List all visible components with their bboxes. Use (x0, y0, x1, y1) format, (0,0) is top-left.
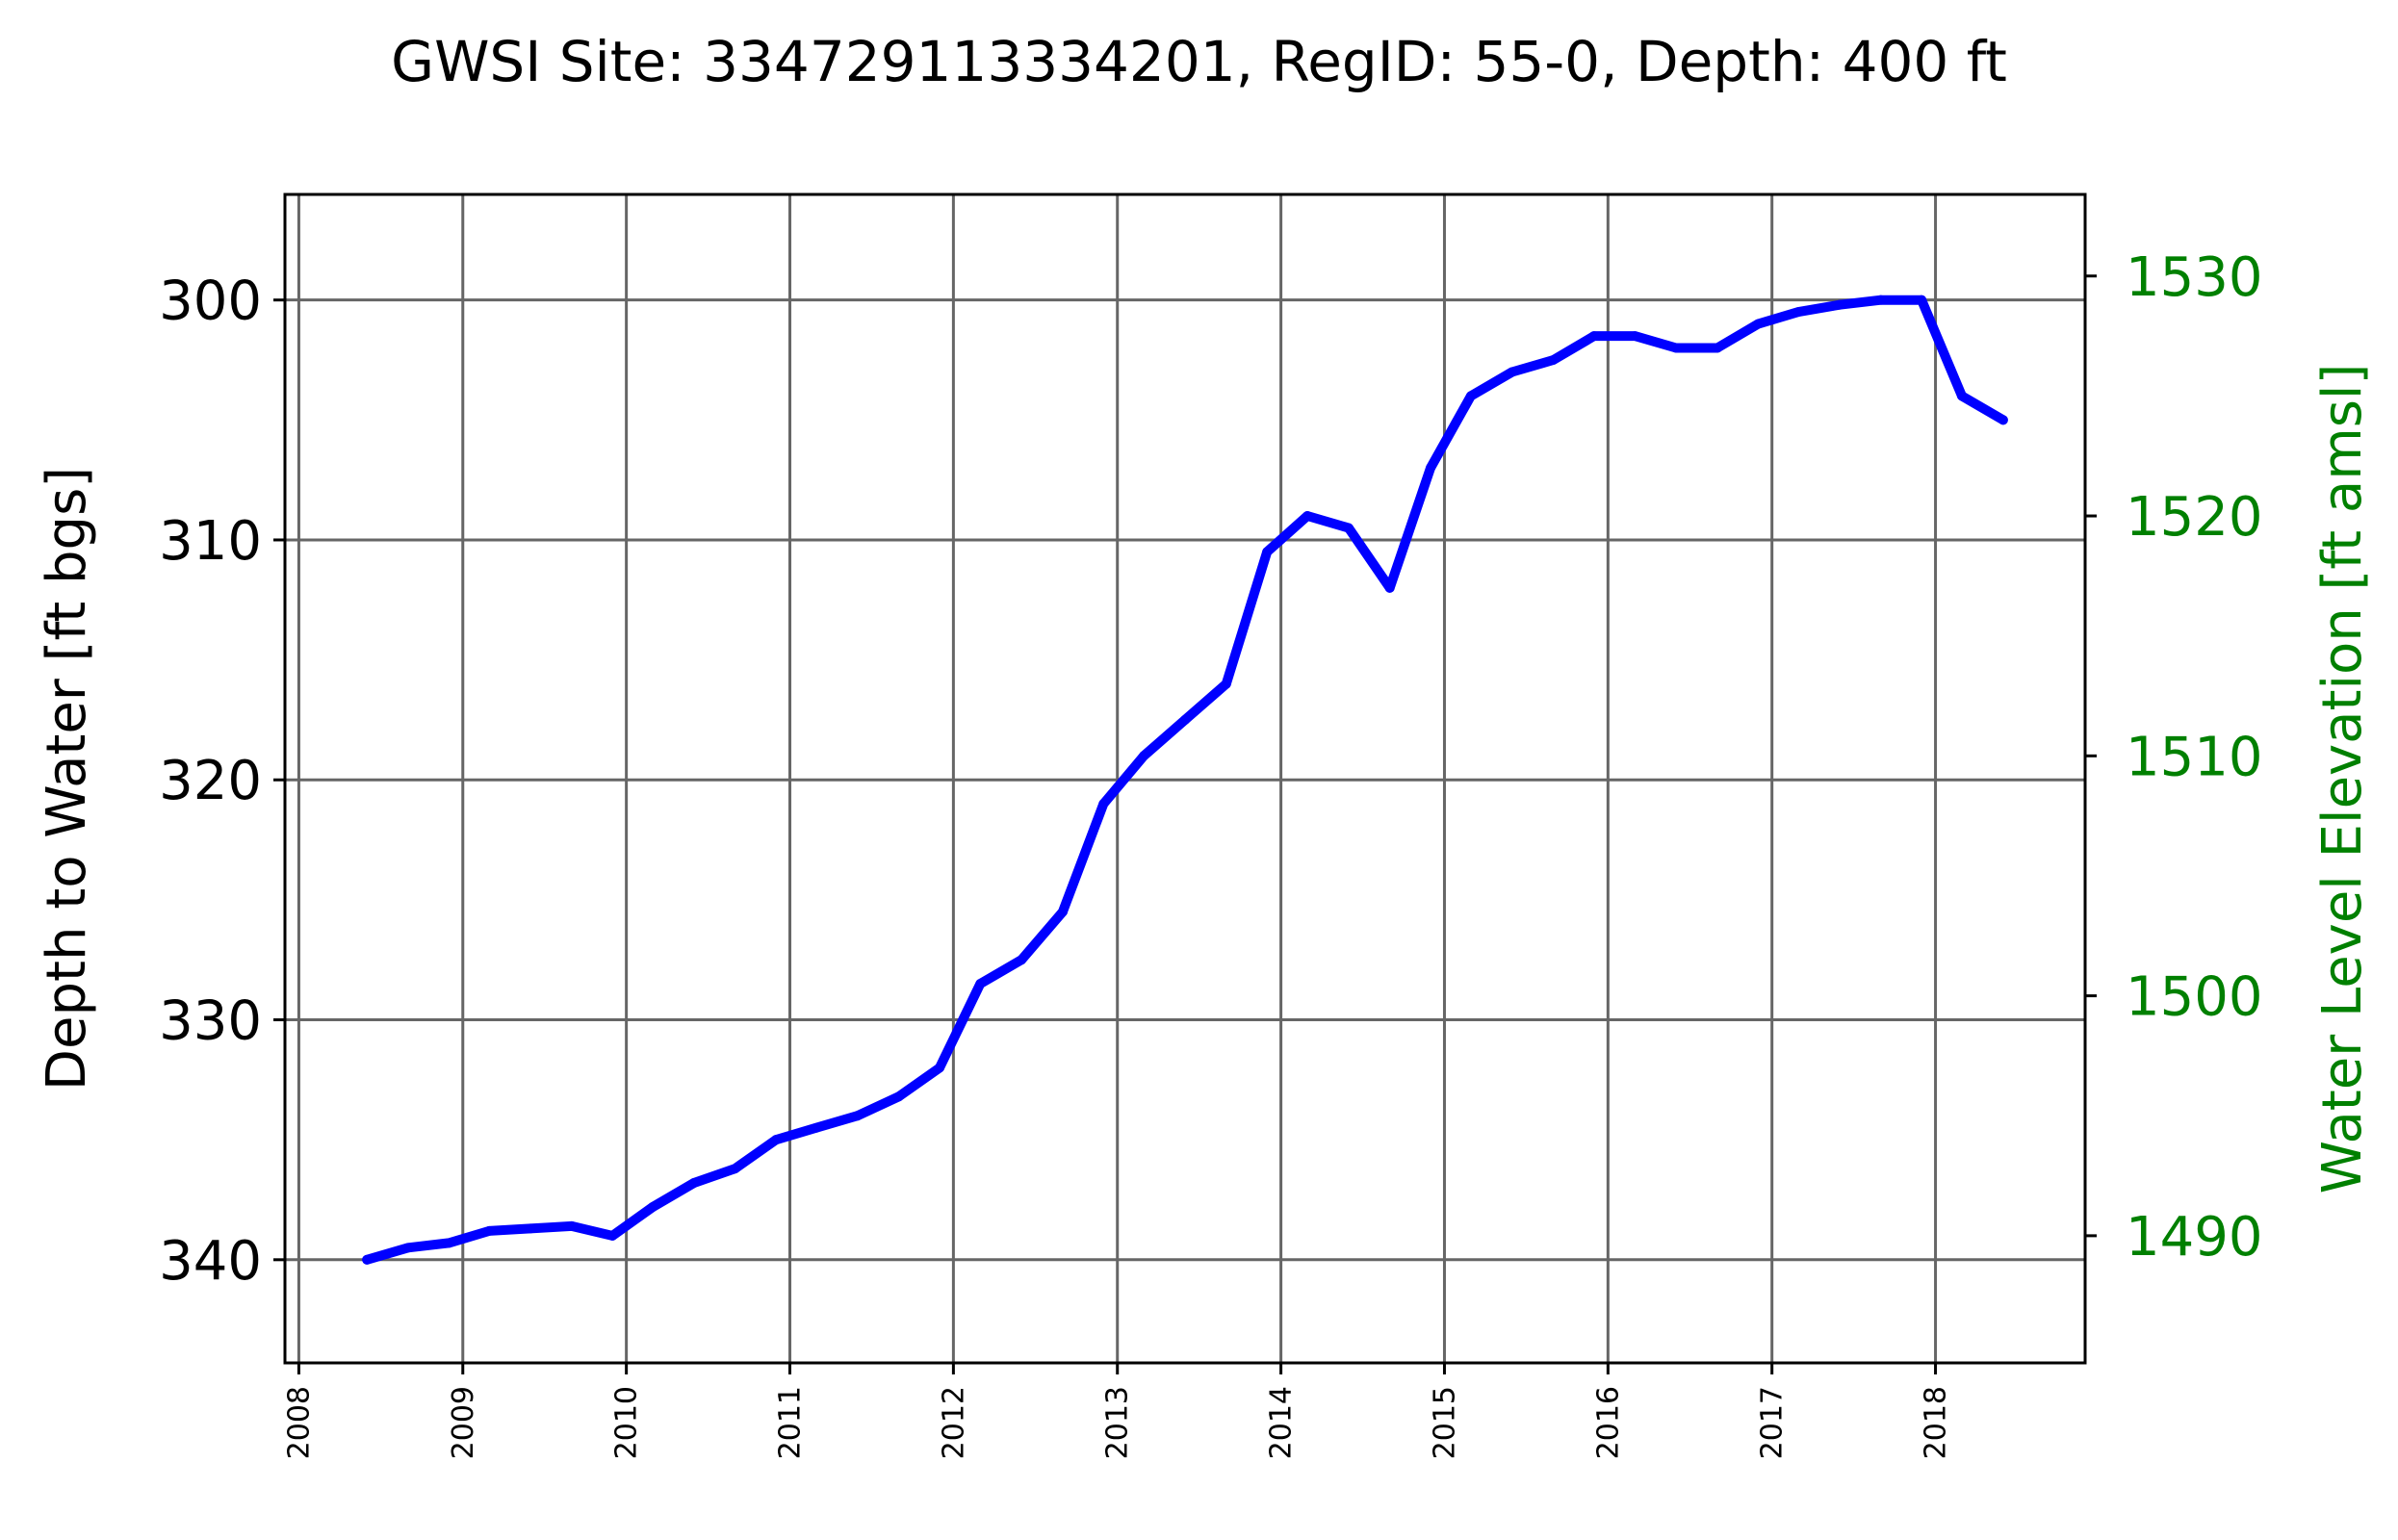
data-point (362, 1254, 373, 1265)
y-axis-label: Depth to Water [ft bgs] (36, 467, 98, 1091)
y2-tick-label: 1530 (2126, 246, 2263, 309)
data-point (1343, 523, 1354, 533)
data-point (1712, 343, 1722, 353)
y2-tick-label: 1510 (2126, 726, 2263, 788)
y2-tick-label: 1500 (2126, 966, 2263, 1029)
data-point (1384, 582, 1395, 593)
x-tick-label: 2011 (774, 1386, 808, 1459)
data-point (1057, 907, 1068, 917)
data-point (607, 1230, 618, 1241)
y-tick-label: 340 (159, 1230, 262, 1293)
chart-title: GWSI Site: 334729113334201, RegID: 55-0,… (391, 29, 2007, 94)
x-tick-label: 2017 (1756, 1386, 1790, 1459)
data-point (688, 1178, 699, 1189)
data-point (648, 1201, 658, 1212)
data-point (852, 1111, 863, 1121)
data-point (975, 979, 986, 989)
data-point (1548, 355, 1559, 366)
data-point (444, 1238, 454, 1248)
data-point (566, 1220, 577, 1231)
x-tick-label: 2009 (447, 1386, 480, 1459)
x-tick-label: 2008 (282, 1386, 316, 1459)
data-point (1507, 367, 1517, 377)
data-point (484, 1225, 495, 1236)
data-point (526, 1223, 536, 1234)
data-point (1588, 331, 1599, 342)
data-point (1221, 679, 1231, 689)
data-point (1753, 319, 1764, 329)
y2-axis-label: Water Level Elevation [ft amsl] (2311, 364, 2374, 1194)
data-point (1630, 331, 1640, 342)
data-point (1098, 799, 1109, 809)
data-point (811, 1122, 821, 1133)
data-point (1875, 295, 1886, 305)
data-point (1793, 307, 1804, 318)
data-point (1998, 415, 2008, 425)
data-point (1302, 511, 1313, 522)
data-point (1834, 299, 1844, 310)
data-point (1180, 714, 1190, 725)
x-tick-label: 2013 (1101, 1386, 1135, 1459)
data-point (893, 1091, 904, 1102)
data-point (1465, 391, 1476, 401)
y-tick-label: 320 (159, 750, 262, 812)
data-point (1671, 343, 1682, 353)
data-point (1426, 463, 1436, 474)
x-tick-label: 2014 (1265, 1386, 1299, 1459)
x-tick-label: 2018 (1920, 1386, 1953, 1459)
y-tick-label: 310 (159, 510, 262, 573)
data-point (1957, 391, 1968, 401)
x-tick-label: 2015 (1428, 1386, 1461, 1459)
x-tick-label: 2016 (1591, 1386, 1625, 1459)
y2-tick-label: 1490 (2126, 1206, 2263, 1269)
data-point (402, 1243, 413, 1253)
y-tick-label: 300 (159, 270, 262, 333)
data-point (1139, 751, 1149, 761)
y2-tick-label: 1520 (2126, 486, 2263, 549)
data-point (1917, 295, 1927, 305)
data-point (1262, 547, 1273, 557)
data-point (1017, 955, 1027, 965)
data-point (730, 1164, 740, 1174)
x-tick-label: 2010 (610, 1386, 644, 1459)
data-point (934, 1063, 944, 1073)
y-tick-label: 330 (159, 990, 262, 1053)
data-point (771, 1135, 782, 1145)
x-tick-label: 2012 (937, 1386, 970, 1459)
